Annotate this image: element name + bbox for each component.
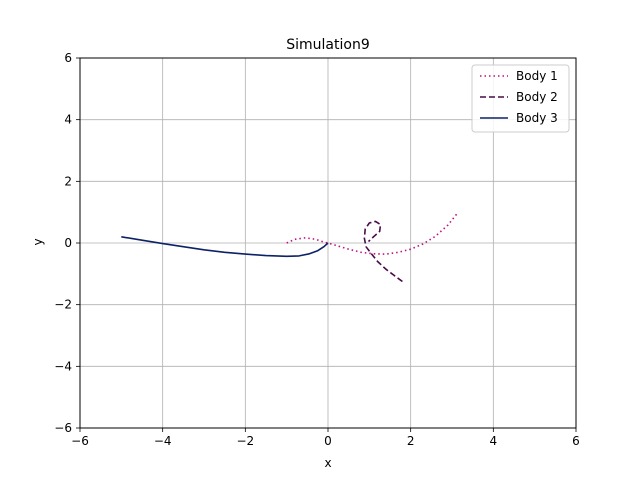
series-layer	[121, 211, 459, 283]
legend-label-1: Body 1	[516, 69, 558, 83]
x-tick-label: −6	[71, 434, 89, 448]
x-tick-label: 6	[572, 434, 580, 448]
x-tick-label: −4	[154, 434, 172, 448]
y-tick-label: 2	[64, 174, 72, 188]
y-tick-label: 4	[64, 113, 72, 127]
x-tick-label: 0	[324, 434, 332, 448]
y-tick-label: −2	[54, 298, 72, 312]
y-tick-label: 0	[64, 236, 72, 250]
chart-title: Simulation9	[286, 37, 369, 53]
ticks: −6 −4 −2 0 2 4 6 −6 −4 −2 0 2 4 6	[54, 51, 580, 448]
x-tick-label: −2	[236, 434, 254, 448]
x-tick-label: 2	[407, 434, 415, 448]
legend-box	[471, 64, 570, 133]
y-axis-label: y	[31, 238, 45, 245]
legend-label-2: Body 2	[516, 90, 558, 104]
y-tick-label: 6	[64, 51, 72, 65]
series-line-3	[121, 236, 329, 258]
legend: Body 1 Body 2 Body 3	[471, 64, 570, 133]
series-line-2	[363, 220, 403, 283]
legend-label-3: Body 3	[516, 111, 558, 125]
series-line-1	[286, 211, 459, 255]
y-tick-label: −4	[54, 359, 72, 373]
y-tick-label: −6	[54, 421, 72, 435]
x-axis-label: x	[324, 456, 331, 470]
x-tick-label: 4	[490, 434, 498, 448]
